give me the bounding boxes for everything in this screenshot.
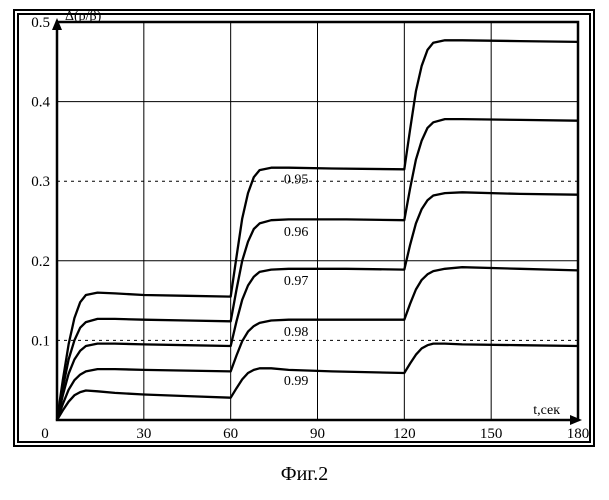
figure-container: { "chart": { "type": "line", "background… [0,0,609,500]
series-label-s097: 0.97 [284,274,309,289]
figure-caption: Фиг.2 [281,463,328,485]
series-label-s099: 0.99 [284,374,309,389]
x-tick-label: 0 [41,426,49,442]
y-axis-label: Δ(ρ/β) [65,9,102,24]
chart-svg: 0.95 0.96 0.97 0.98 0.99 0.1 0.2 0.3 0.4 0.5 0 30 60… [0,0,609,500]
x-tick-label: 60 [223,426,238,442]
x-tick-label: 30 [136,426,151,442]
x-axis-arrow [570,415,582,425]
series-label-s096: 0.96 [284,225,309,240]
x-tick-label: 90 [310,426,325,442]
x-tick-label: 180 [567,426,590,442]
y-tick-label: 0.5 [31,15,50,31]
y-axis-arrow [52,18,62,30]
x-tick-label: 120 [393,426,416,442]
y-tick-label: 0.3 [31,174,50,190]
y-tick-label: 0.4 [31,95,50,111]
y-tick-label: 0.2 [31,254,50,270]
x-tick-label: 150 [480,426,503,442]
series-label-s098: 0.98 [284,325,309,340]
y-tick-label: 0.1 [31,333,50,349]
x-axis-label: t,сек [533,403,560,418]
series-label-s095: 0.95 [284,173,309,188]
